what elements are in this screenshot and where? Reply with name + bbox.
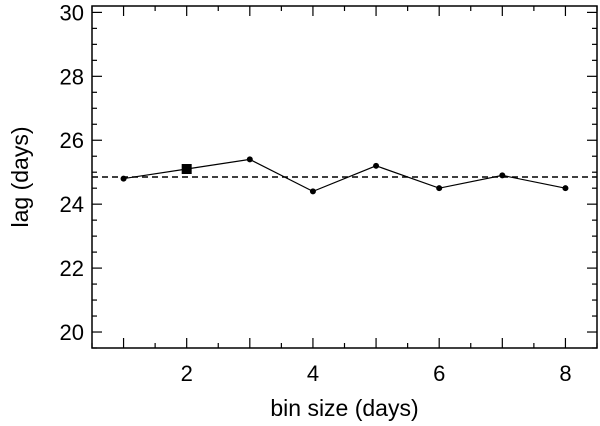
- y-tick-label: 24: [60, 192, 84, 217]
- y-tick-label: 20: [60, 320, 84, 345]
- y-axis-label: lag (days): [7, 127, 33, 228]
- data-point: [499, 172, 506, 179]
- x-axis-label: bin size (days): [270, 395, 418, 421]
- y-tick-label: 26: [60, 128, 84, 153]
- axis-ticks: [91, 6, 598, 349]
- x-tick-label: 2: [181, 361, 193, 386]
- y-tick-label: 22: [60, 256, 84, 281]
- data-point: [120, 175, 127, 182]
- x-tick-label: 4: [307, 361, 319, 386]
- plot-frame: [91, 5, 598, 349]
- data-point: [373, 162, 380, 169]
- data-point: [309, 188, 316, 195]
- x-tick-label: 6: [433, 361, 445, 386]
- series-line: [123, 158, 566, 193]
- y-tick-label: 30: [60, 0, 84, 25]
- data-point: [436, 185, 443, 192]
- y-tick-label: 28: [60, 64, 84, 89]
- data-point-square: [181, 164, 192, 175]
- x-tick-label: 8: [559, 361, 571, 386]
- data-point: [246, 156, 253, 163]
- data-points: [120, 156, 569, 195]
- data-point: [562, 185, 569, 192]
